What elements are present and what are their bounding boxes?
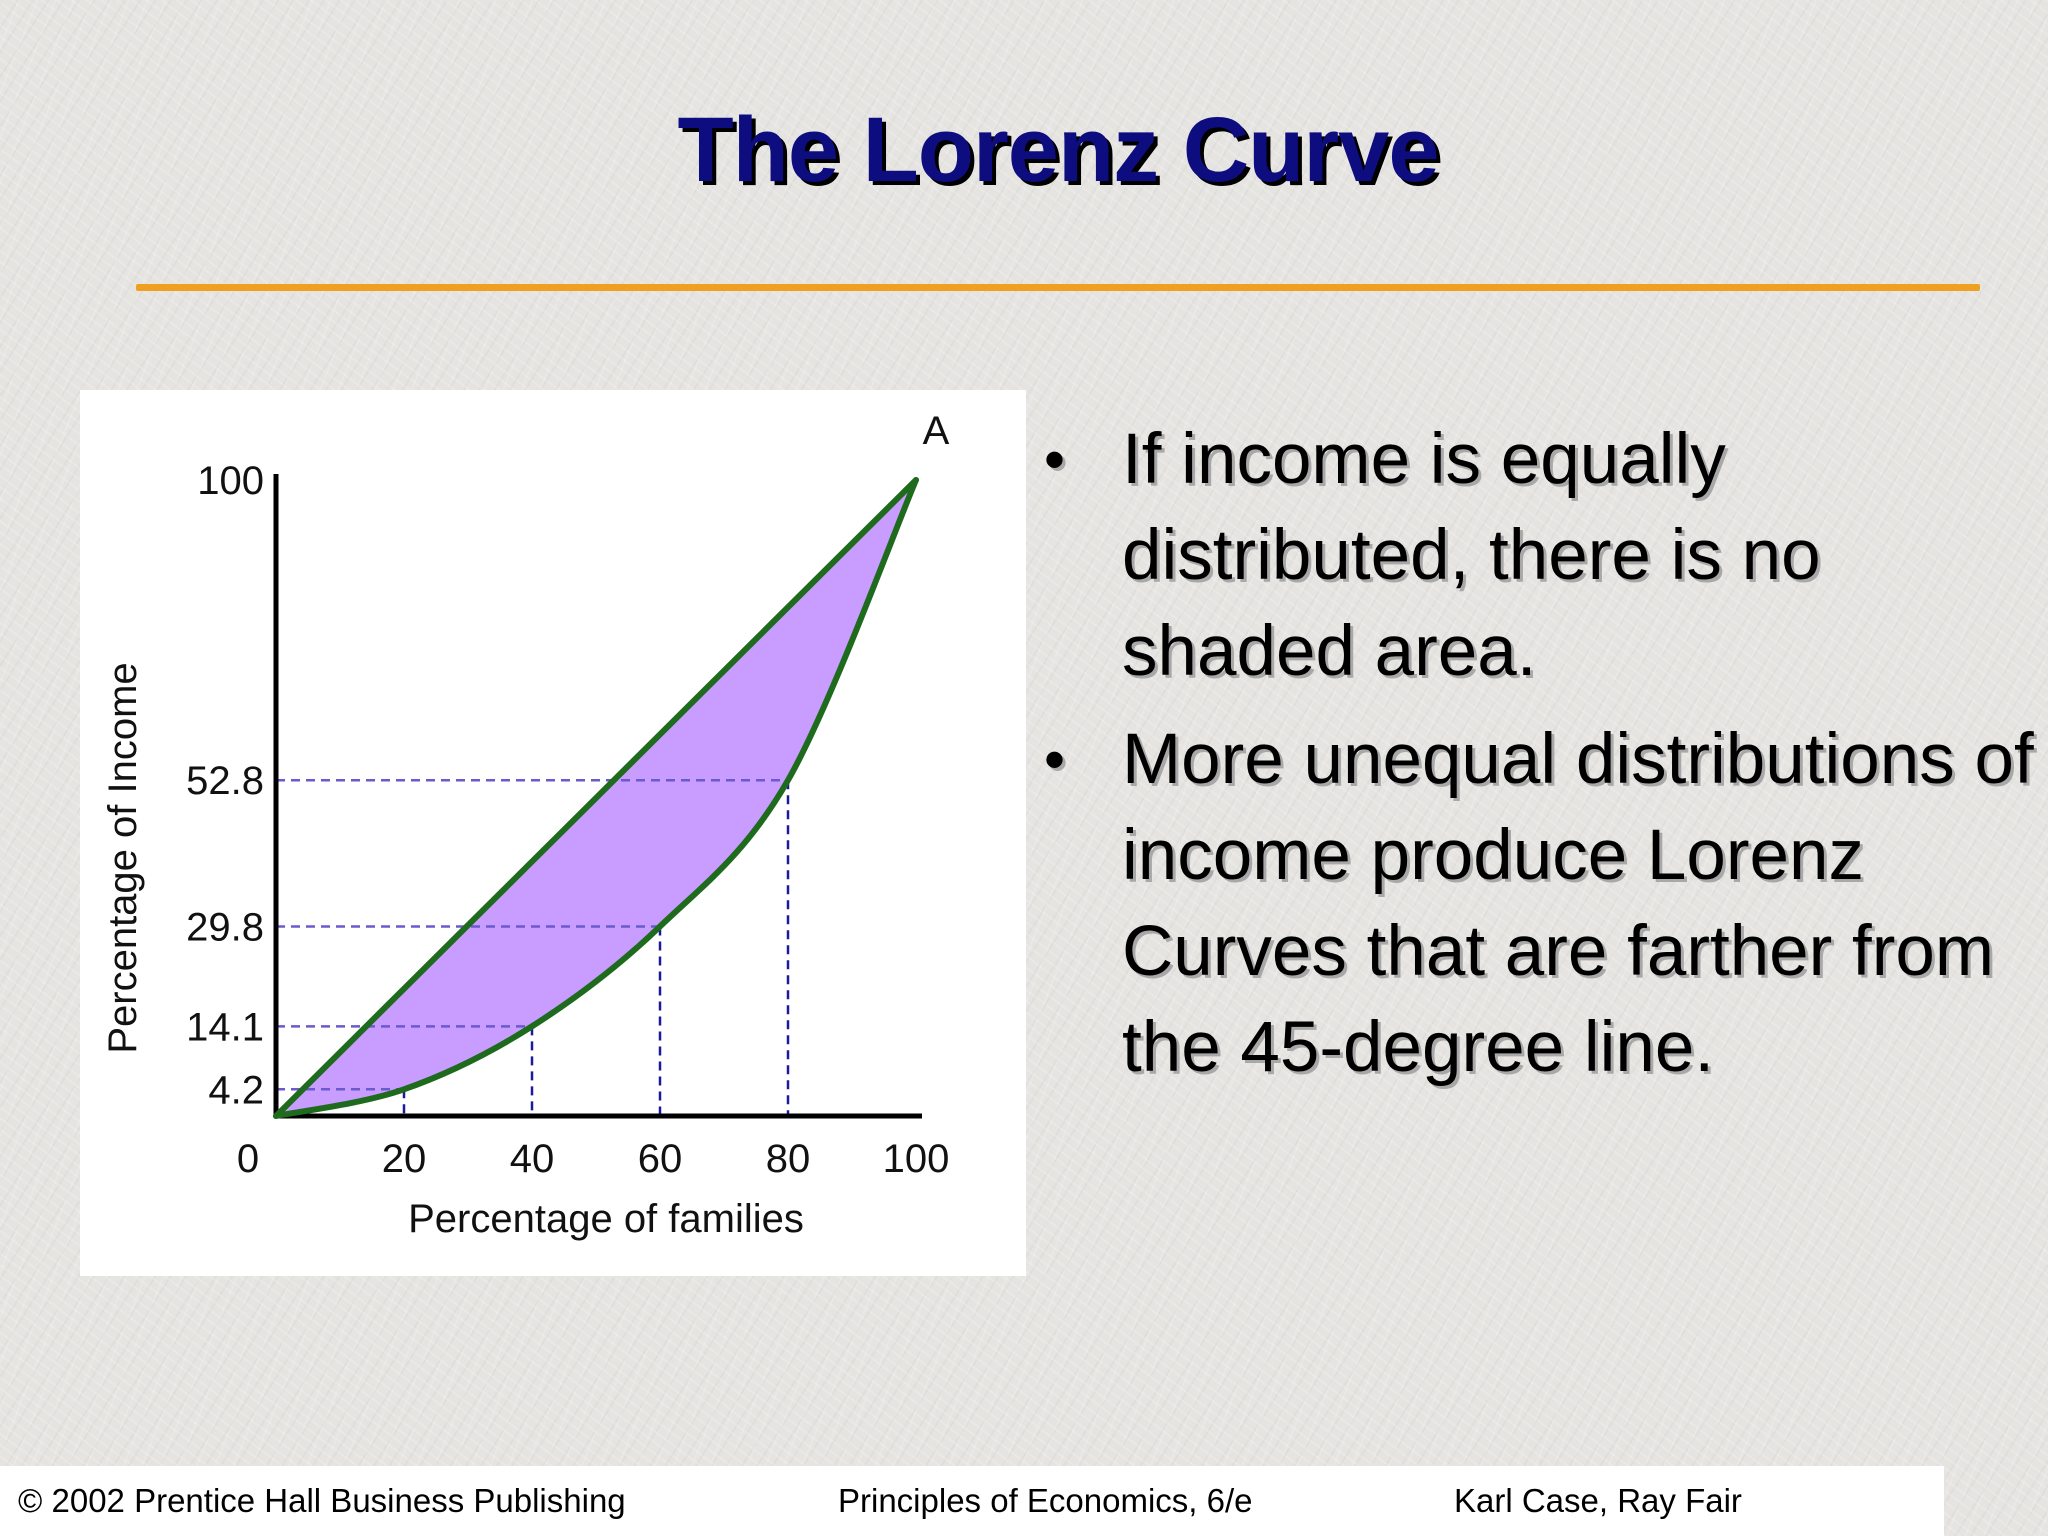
y-tick-label: 4.2 <box>208 1068 264 1112</box>
y-tick-label: 52.8 <box>186 759 264 803</box>
x-tick-label: 20 <box>382 1137 427 1181</box>
bullet-item: • More unequal distributions of income p… <box>1042 712 2042 1096</box>
x-tick-label: 0 <box>237 1137 259 1181</box>
y-tick-label: 14.1 <box>186 1005 264 1049</box>
x-axis-title: Percentage of families <box>408 1197 804 1241</box>
title-divider <box>136 284 1980 291</box>
y-tick-label: 29.8 <box>186 905 264 949</box>
lorenz-curve <box>273 477 919 1119</box>
lorenz-chart-panel: 0 20 40 60 80 100 100 52.8 29.8 14.1 4.2 Percentage… <box>80 390 1026 1276</box>
bullet-icon: • <box>1044 426 1066 493</box>
bullet-list: • If income is equally distributed, ther… <box>1042 412 2042 1108</box>
bullet-text: If income is equally distributed, there … <box>1122 420 1821 691</box>
footer: © 2002 Prentice Hall Business Publishing… <box>0 1466 1944 1536</box>
x-tick-label: 60 <box>638 1137 683 1181</box>
x-tick-label: 80 <box>766 1137 811 1181</box>
footer-authors: Karl Case, Ray Fair <box>1454 1482 1742 1519</box>
y-axis-title: Percentage of Income <box>101 662 145 1053</box>
bullet-item: • If income is equally distributed, ther… <box>1042 412 2042 700</box>
footer-book-title: Principles of Economics, 6/e <box>838 1482 1253 1519</box>
bullet-text: More unequal distributions of income pro… <box>1122 720 2034 1087</box>
equality-line <box>273 477 919 1119</box>
x-tick-label: 100 <box>883 1137 950 1181</box>
y-tick-label: 100 <box>197 459 264 503</box>
bullet-icon: • <box>1044 726 1066 793</box>
lorenz-chart: 0 20 40 60 80 100 100 52.8 29.8 14.1 4.2 Percentage… <box>101 409 950 1241</box>
slide-title: The Lorenz Curve <box>677 99 1439 201</box>
x-tick-label: 40 <box>510 1137 555 1181</box>
footer-copyright: © 2002 Prentice Hall Business Publishing <box>18 1482 626 1519</box>
point-a-label: A <box>923 409 950 453</box>
